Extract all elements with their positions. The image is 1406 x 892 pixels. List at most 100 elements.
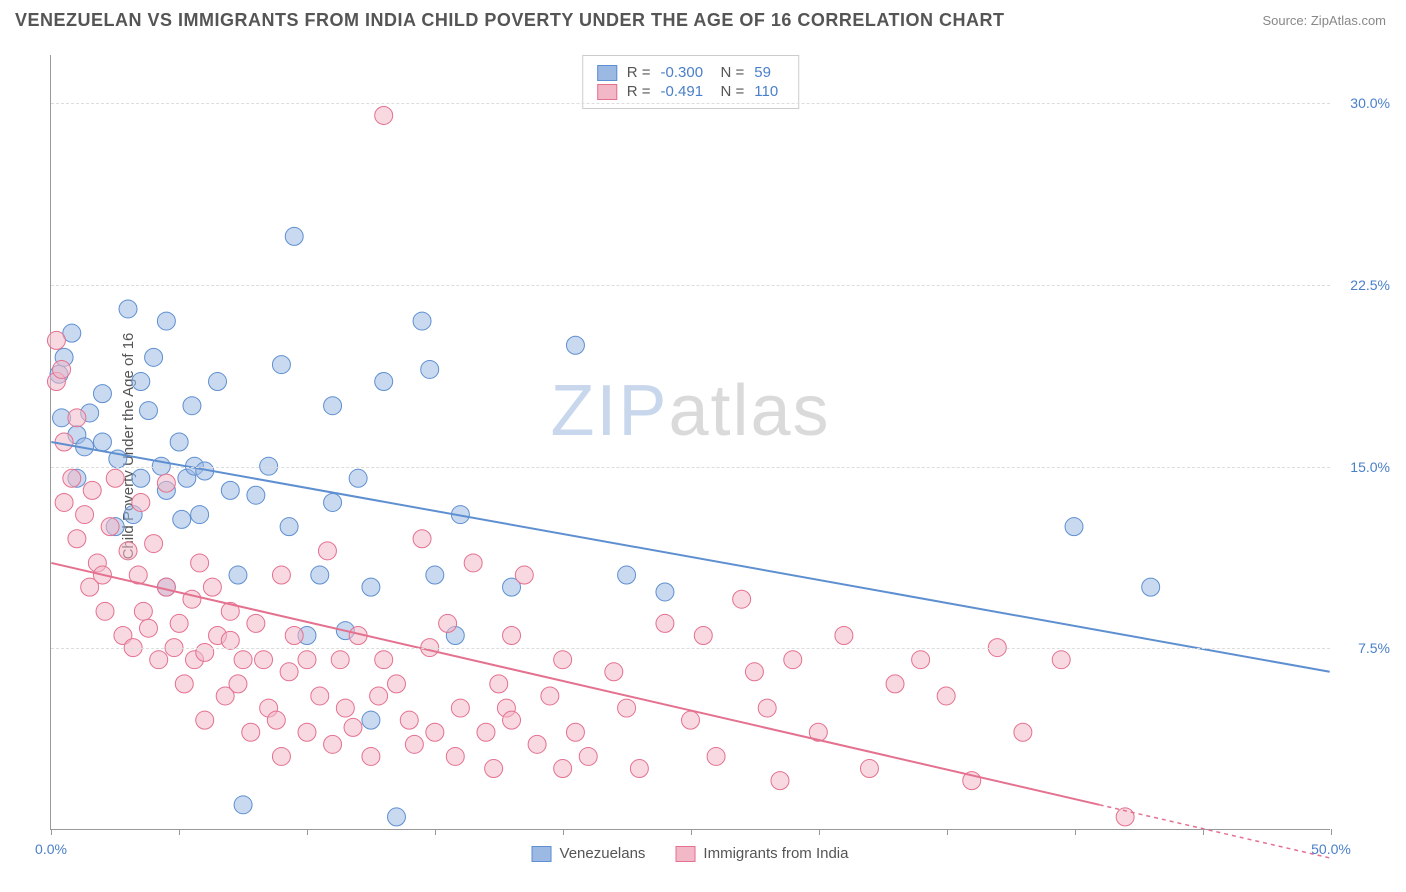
data-point xyxy=(375,373,393,391)
data-point xyxy=(139,619,157,637)
legend-swatch xyxy=(675,846,695,862)
data-point xyxy=(426,723,444,741)
data-point xyxy=(196,711,214,729)
data-point xyxy=(324,735,342,753)
data-point xyxy=(656,583,674,601)
gridline xyxy=(51,467,1330,468)
trend-line-dashed xyxy=(1100,805,1330,858)
data-point xyxy=(68,530,86,548)
data-point xyxy=(157,474,175,492)
data-point xyxy=(132,469,150,487)
data-point xyxy=(656,614,674,632)
data-point xyxy=(387,808,405,826)
data-point xyxy=(267,711,285,729)
y-tick-label: 15.0% xyxy=(1350,459,1390,475)
data-point xyxy=(413,530,431,548)
x-tick xyxy=(819,829,820,835)
data-point xyxy=(605,663,623,681)
x-tick-label: 0.0% xyxy=(35,841,67,857)
chart-area: ZIPatlas R = -0.300 N = 59 R = -0.491 N … xyxy=(50,55,1330,830)
data-point xyxy=(579,747,597,765)
data-point xyxy=(886,675,904,693)
data-point xyxy=(758,699,776,717)
data-point xyxy=(464,554,482,572)
data-point xyxy=(566,336,584,354)
data-point xyxy=(375,651,393,669)
data-point xyxy=(145,348,163,366)
data-point xyxy=(63,469,81,487)
data-point xyxy=(745,663,763,681)
data-point xyxy=(451,699,469,717)
data-point xyxy=(490,675,508,693)
data-point xyxy=(331,651,349,669)
n-label: N = xyxy=(721,64,745,81)
data-point xyxy=(132,373,150,391)
x-tick-label: 50.0% xyxy=(1311,841,1351,857)
data-point xyxy=(76,506,94,524)
data-point xyxy=(272,356,290,374)
x-tick xyxy=(435,829,436,835)
data-point xyxy=(413,312,431,330)
x-tick xyxy=(1075,829,1076,835)
data-point xyxy=(255,651,273,669)
data-point xyxy=(203,578,221,596)
data-point xyxy=(528,735,546,753)
gridline xyxy=(51,285,1330,286)
r-label: R = xyxy=(627,83,651,100)
stats-row: R = -0.491 N = 110 xyxy=(597,83,785,100)
x-tick xyxy=(563,829,564,835)
n-value: 110 xyxy=(754,83,784,100)
data-point xyxy=(68,409,86,427)
x-tick xyxy=(691,829,692,835)
data-point xyxy=(541,687,559,705)
data-point xyxy=(362,578,380,596)
data-point xyxy=(285,627,303,645)
trend-line xyxy=(51,563,1099,805)
data-point xyxy=(280,663,298,681)
x-tick xyxy=(1331,829,1332,835)
data-point xyxy=(1142,578,1160,596)
n-label: N = xyxy=(721,83,745,100)
data-point xyxy=(515,566,533,584)
bottom-legend: VenezuelansImmigrants from India xyxy=(532,845,849,862)
data-point xyxy=(280,518,298,536)
data-point xyxy=(242,723,260,741)
r-label: R = xyxy=(627,64,651,81)
scatter-svg xyxy=(51,55,1330,829)
x-tick xyxy=(1203,829,1204,835)
data-point xyxy=(106,469,124,487)
data-point xyxy=(93,433,111,451)
data-point xyxy=(324,397,342,415)
data-point xyxy=(298,723,316,741)
data-point xyxy=(96,602,114,620)
data-point xyxy=(285,227,303,245)
data-point xyxy=(234,796,252,814)
gridline xyxy=(51,103,1330,104)
data-point xyxy=(145,535,163,553)
data-point xyxy=(362,747,380,765)
data-point xyxy=(196,643,214,661)
data-point xyxy=(400,711,418,729)
data-point xyxy=(247,614,265,632)
data-point xyxy=(694,627,712,645)
data-point xyxy=(229,675,247,693)
source-label: Source: ZipAtlas.com xyxy=(1262,13,1386,28)
data-point xyxy=(344,718,362,736)
data-point xyxy=(53,360,71,378)
data-point xyxy=(912,651,930,669)
data-point xyxy=(1052,651,1070,669)
data-point xyxy=(272,747,290,765)
series-swatch xyxy=(597,65,617,81)
r-value: -0.300 xyxy=(661,64,711,81)
data-point xyxy=(221,631,239,649)
data-point xyxy=(554,651,572,669)
data-point xyxy=(83,481,101,499)
data-point xyxy=(477,723,495,741)
plot-region: ZIPatlas R = -0.300 N = 59 R = -0.491 N … xyxy=(50,55,1330,830)
data-point xyxy=(298,651,316,669)
data-point xyxy=(362,711,380,729)
data-point xyxy=(209,373,227,391)
data-point xyxy=(446,747,464,765)
data-point xyxy=(771,772,789,790)
data-point xyxy=(439,614,457,632)
